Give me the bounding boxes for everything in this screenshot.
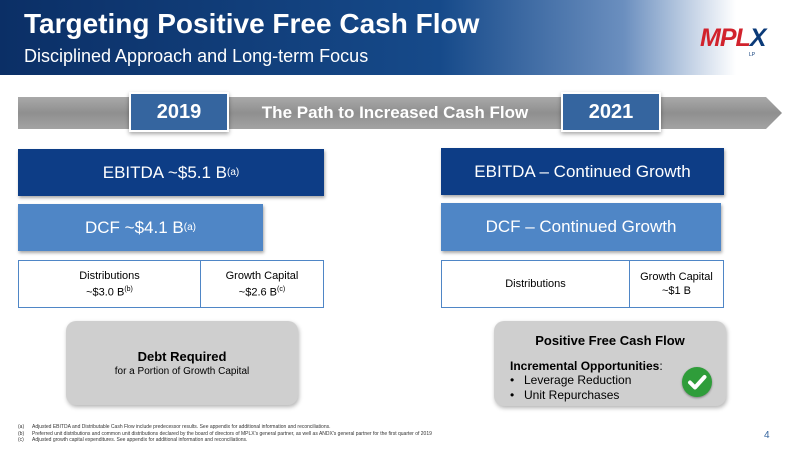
footnote-text: Adjusted growth capital expenditures. Se… [32, 437, 248, 444]
opportunities-list: Leverage Reduction Unit Repurchases [510, 373, 631, 403]
distributions-2019-label: Distributions [79, 269, 140, 282]
logo-text: MPL [700, 24, 751, 52]
opportunities-label: Incremental Opportunities [510, 359, 660, 373]
path-label: The Path to Increased Cash Flow [261, 103, 529, 122]
opportunities-heading: Incremental Opportunities: [510, 359, 663, 373]
debt-required-box: Debt Required for a Portion of Growth Ca… [66, 321, 298, 405]
distributions-2021-label: Distributions [505, 278, 566, 290]
growth-capital-2019-value: ~$2.6 B [238, 286, 278, 299]
dcf-2019-note: (a) [183, 222, 196, 233]
dcf-2019-label: DCF ~$4.1 B [85, 217, 184, 237]
slide-title: Targeting Positive Free Cash Flow [24, 8, 480, 39]
list-item: Leverage Reduction [510, 373, 631, 388]
opportunities-colon: : [659, 359, 663, 373]
ebitda-2019-bar: EBITDA ~$5.1 B (a) [18, 149, 324, 196]
header-banner: Targeting Positive Free Cash Flow Discip… [0, 0, 800, 75]
logo-x: X [749, 24, 767, 52]
footnote-key: (b) [18, 430, 25, 437]
growth-capital-2019-cell: Growth Capital ~$2.6 B(c) [200, 260, 324, 308]
debt-required-title: Debt Required [137, 349, 227, 364]
logo-lp-mark: LP [749, 52, 756, 58]
slide-subtitle: Disciplined Approach and Long-term Focus [24, 46, 369, 66]
year-2019-box: 2019 [129, 92, 229, 132]
growth-capital-2019-note: (c) [277, 285, 286, 293]
growth-capital-2019-label: Growth Capital [225, 269, 299, 282]
footnote-text: Preferred unit distributions and common … [32, 430, 432, 437]
list-item: Unit Repurchases [510, 388, 631, 403]
footnote-a: (a) Adjusted EBITDA and Distributable Cas… [18, 424, 738, 431]
footnote-c: (c) Adjusted growth capital expenditures.… [18, 437, 738, 444]
footnote-key: (a) [18, 424, 25, 430]
distributions-2019-note: (b) [124, 285, 133, 293]
year-2021-box: 2021 [561, 92, 661, 132]
dcf-2021-label: DCF – Continued Growth [485, 217, 677, 236]
growth-capital-2021-cell: Growth Capital ~$1 B [629, 260, 724, 308]
distributions-2021-cell: Distributions [441, 260, 630, 308]
distributions-2019-cell: Distributions ~$3.0 B(b) [18, 260, 201, 308]
ebitda-2019-label: EBITDA ~$5.1 B [102, 162, 228, 182]
positive-fcf-title: Positive Free Cash Flow [535, 333, 685, 348]
distributions-2019-value: ~$3.0 B [86, 286, 125, 299]
positive-fcf-box: Positive Free Cash Flow Incremental Oppo… [494, 321, 726, 406]
footnote-text: Adjusted EBITDA and Distributable Cash F… [32, 424, 331, 430]
footnote-b: (b) Preferred unit distributions and comm… [18, 431, 738, 438]
footnotes: (a) Adjusted EBITDA and Distributable Cas… [18, 424, 738, 444]
dcf-2021-bar: DCF – Continued Growth [441, 203, 721, 251]
ebitda-2021-label: EBITDA – Continued Growth [474, 161, 691, 181]
debt-required-subtitle: for a Portion of Growth Capital [114, 366, 250, 377]
ebitda-2019-note: (a) [227, 167, 240, 178]
check-circle-icon [682, 367, 712, 397]
page-number: 4 [764, 430, 770, 441]
ebitda-2021-bar: EBITDA – Continued Growth [441, 148, 724, 195]
dcf-2019-bar: DCF ~$4.1 B (a) [18, 204, 263, 251]
mplx-logo: MPLX [700, 24, 767, 53]
growth-capital-2021-label: Growth Capital [640, 271, 713, 283]
growth-capital-2021-value: ~$1 B [661, 285, 692, 297]
footnote-key: (c) [18, 437, 24, 444]
